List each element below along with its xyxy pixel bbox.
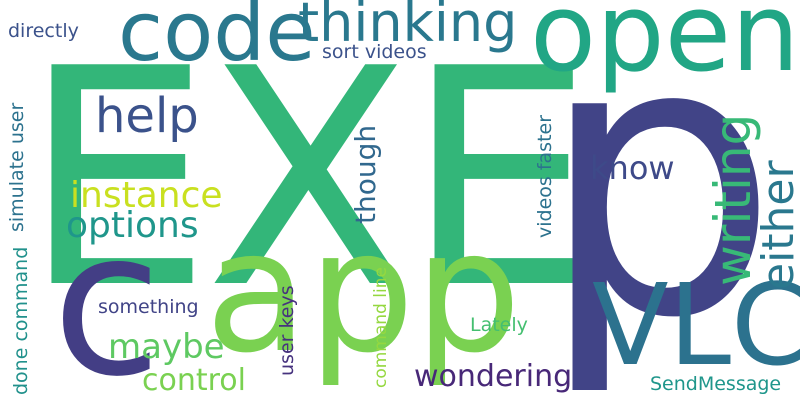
word-user-keys: user keys — [276, 285, 298, 376]
word-p: p — [538, 0, 780, 400]
word-videos-faster: videos faster — [534, 114, 556, 238]
word-writing: writing — [704, 113, 762, 286]
word-either: either — [753, 160, 800, 290]
word-wondering: wondering — [414, 359, 573, 394]
word-vlc: VLC — [592, 261, 800, 391]
word-thinking: thinking — [298, 0, 518, 54]
word-command-line: command line — [371, 267, 391, 388]
word-directly: directly — [8, 20, 79, 42]
word-sendmessage: SendMessage — [650, 373, 782, 395]
word-done-command: done command — [10, 246, 32, 395]
word-open: open — [530, 0, 800, 96]
word-instance: instance — [70, 175, 223, 216]
word-though: though — [349, 124, 382, 224]
word-help: help — [95, 88, 199, 144]
word-app: app — [205, 194, 522, 390]
word-simulate-user: simulate user — [6, 102, 28, 232]
word-c: c — [52, 188, 162, 400]
word-maybe: maybe — [108, 327, 225, 367]
word-code: code — [118, 0, 316, 80]
word-know: know — [590, 149, 675, 187]
word-options: options — [66, 205, 199, 246]
word-something: something — [98, 296, 199, 318]
word-control: control — [142, 363, 246, 398]
word-lately: Lately — [470, 314, 528, 336]
word-exe: EXE — [22, 5, 595, 354]
word-sort-videos: sort videos — [322, 41, 427, 63]
